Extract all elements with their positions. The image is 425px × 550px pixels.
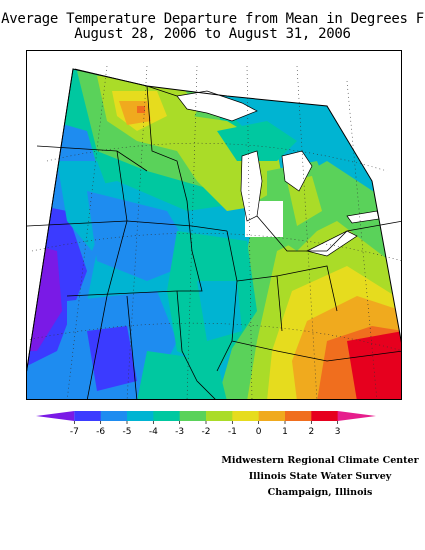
map-date-range: August 28, 2006 to August 31, 2006 [74, 26, 351, 42]
legend-tick-label: -6 [96, 427, 105, 437]
legend-swatch [258, 411, 286, 421]
legend-swatch [206, 411, 233, 421]
map-canvas [27, 51, 401, 399]
legend-swatch [153, 411, 181, 421]
legend-tick-label: 1 [282, 427, 288, 437]
legend-tick-label: -4 [149, 427, 158, 437]
legend-tick-label: 0 [256, 427, 262, 437]
map-title: Average Temperature Departure from Mean … [1, 11, 424, 27]
legend-swatch [285, 411, 312, 421]
legend-tick-label: -2 [202, 427, 211, 437]
credit-illinois-state-water-survey: Illinois State Water Survey [248, 471, 392, 482]
legend-swatch [337, 411, 376, 421]
legend-swatch [179, 411, 207, 421]
legend-tick-label: -5 [123, 427, 132, 437]
graticule [27, 65, 401, 399]
legend-tick-label: -7 [70, 427, 79, 437]
legend-tick-label: -3 [175, 427, 184, 437]
legend-swatch [311, 411, 339, 421]
temperature-departure-map [26, 50, 402, 400]
legend-tick-label: 3 [335, 427, 341, 437]
legend-swatch [100, 411, 128, 421]
legend-swatch [74, 411, 102, 421]
legend-tick-label: -1 [228, 427, 237, 437]
great-lakes [176, 90, 380, 257]
credit-champaign-illinois: Champaign, Illinois [267, 487, 373, 498]
legend-swatch [127, 411, 154, 421]
legend-swatch [36, 411, 75, 421]
color-scale-legend: -7 -6 -5 -4 -3 -2 -1 0 1 2 3 [36, 411, 376, 437]
legend-swatch [232, 411, 260, 421]
legend-tick-label: 2 [308, 427, 314, 437]
credit-midwestern-regional-climate-center: Midwestern Regional Climate Center [221, 455, 419, 466]
